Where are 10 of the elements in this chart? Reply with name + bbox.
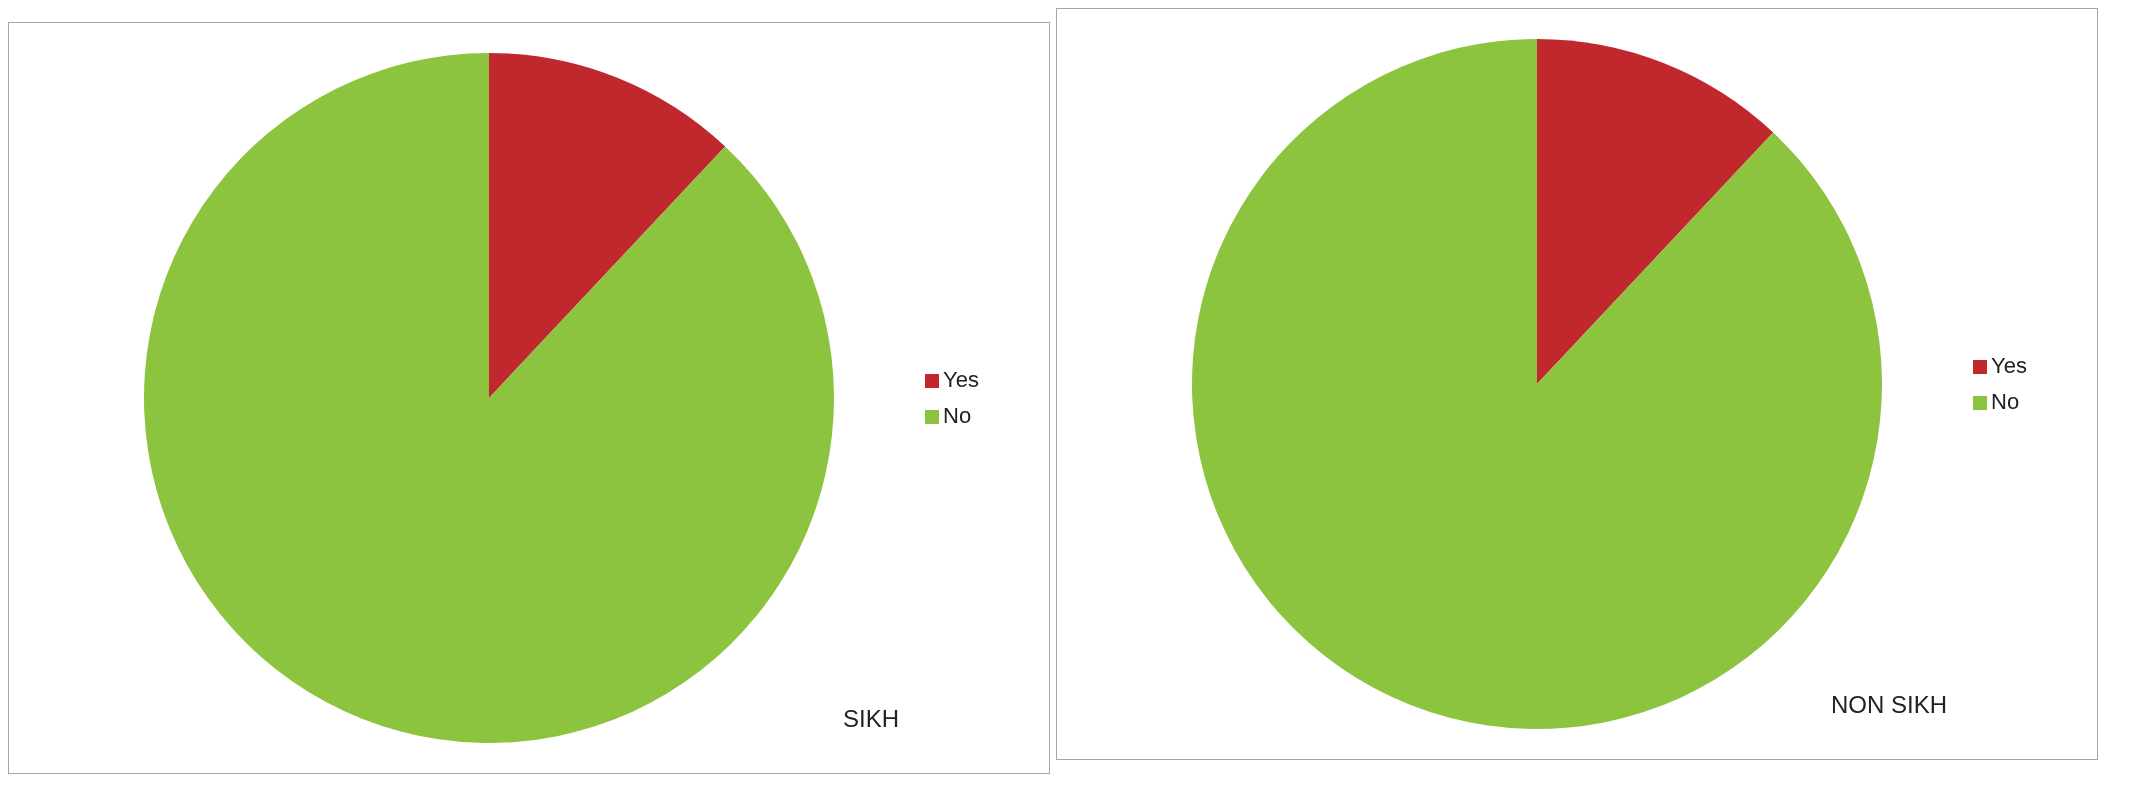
pie-slice <box>1537 39 1774 384</box>
pie-slice <box>1192 39 1882 729</box>
legend-label: Yes <box>943 367 979 392</box>
text: SIKH <box>842 705 899 733</box>
text: NON SIKH <box>1830 691 1947 719</box>
legend-label: No <box>943 403 972 428</box>
pie-slice <box>144 53 834 743</box>
legend-label: Yes <box>1991 353 2027 378</box>
pie-slice <box>489 53 726 398</box>
legend-label: No <box>1991 389 2020 414</box>
